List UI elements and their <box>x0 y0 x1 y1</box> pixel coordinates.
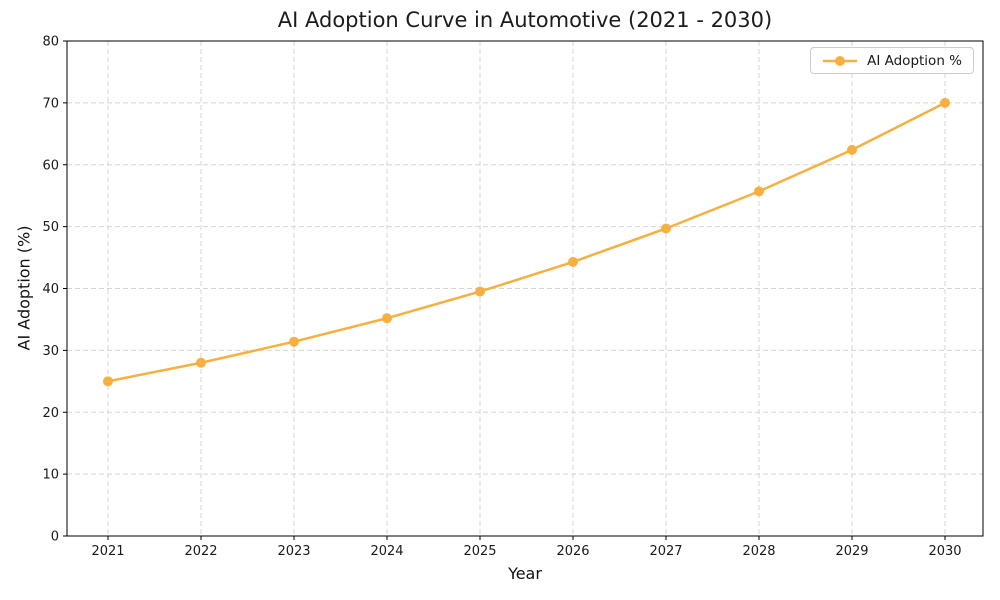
data-point-marker <box>103 376 113 387</box>
data-point-marker <box>661 223 671 234</box>
x-tick-label: 2026 <box>556 544 589 559</box>
x-tick-label: 2023 <box>277 544 310 559</box>
data-point-marker <box>940 97 950 108</box>
x-tick-label: 2028 <box>742 544 775 559</box>
legend-line-marker-icon <box>823 55 858 66</box>
x-tick-label: 2022 <box>184 544 217 559</box>
x-tick-label: 2027 <box>649 544 682 559</box>
legend: AI Adoption % <box>810 47 974 74</box>
data-point-marker <box>754 186 764 197</box>
y-tick-label: 20 <box>42 406 59 421</box>
y-tick-label: 60 <box>42 158 59 173</box>
series-line <box>106 101 947 383</box>
data-point-marker <box>475 286 485 297</box>
x-tick-label: 2021 <box>91 544 124 559</box>
y-tick-label: 70 <box>42 96 59 111</box>
y-tick-label: 40 <box>42 282 59 297</box>
data-point-marker <box>382 313 392 324</box>
y-tick-label: 50 <box>42 220 59 235</box>
y-axis-label: AI Adoption (%) <box>14 225 34 351</box>
y-tick-label: 30 <box>42 344 59 359</box>
x-tick-label: 2024 <box>370 544 403 559</box>
chart-title: AI Adoption Curve in Automotive (2021 - … <box>277 8 773 32</box>
x-axis-label: Year <box>508 564 542 583</box>
x-tick-label: 2029 <box>835 544 868 559</box>
data-point-marker <box>196 357 206 368</box>
data-point-marker <box>847 144 857 155</box>
legend-label: AI Adoption % <box>867 52 962 69</box>
data-point-marker <box>289 336 299 347</box>
x-tick-label: 2030 <box>928 544 961 559</box>
data-point-marker <box>568 256 578 267</box>
y-tick-label: 0 <box>51 530 59 545</box>
y-tick-label: 80 <box>42 35 59 50</box>
y-tick-label: 10 <box>42 468 59 483</box>
x-tick-label: 2025 <box>463 544 496 559</box>
